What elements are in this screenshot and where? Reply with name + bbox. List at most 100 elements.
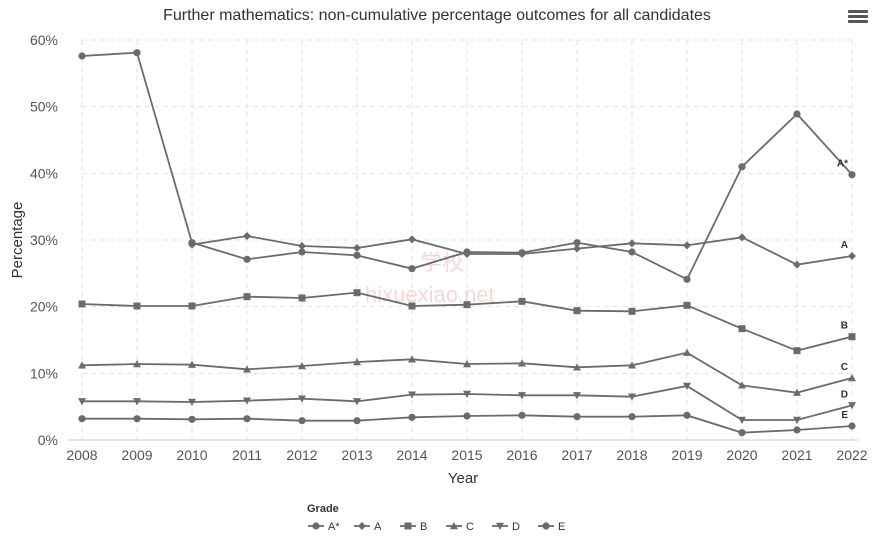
data-point-d bbox=[793, 416, 801, 424]
data-point-d bbox=[188, 398, 196, 406]
series-end-label-e: E bbox=[841, 410, 848, 421]
data-point-e bbox=[848, 422, 856, 430]
data-point-d bbox=[298, 395, 306, 403]
data-point-e bbox=[133, 415, 141, 423]
data-point-a bbox=[188, 240, 196, 249]
data-point-e bbox=[243, 415, 251, 423]
watermark-logo: 学校 bbox=[420, 250, 464, 275]
hamburger-menu-icon-bar bbox=[848, 15, 868, 18]
x-tick-label: 2013 bbox=[341, 447, 372, 463]
data-point-a-star bbox=[628, 248, 636, 256]
x-axis-label: Year bbox=[448, 470, 478, 487]
data-point-e bbox=[518, 411, 526, 419]
legend-item-d[interactable]: D bbox=[512, 521, 520, 533]
data-point-e bbox=[683, 411, 691, 419]
data-point-b bbox=[573, 307, 581, 315]
data-point-a-star bbox=[848, 171, 856, 179]
data-point-c bbox=[188, 360, 196, 368]
data-point-c bbox=[133, 360, 141, 368]
x-tick-label: 2017 bbox=[561, 447, 592, 463]
data-point-e bbox=[793, 426, 801, 434]
x-tick-label: 2008 bbox=[66, 447, 97, 463]
data-point-c bbox=[463, 360, 471, 368]
y-tick-label: 60% bbox=[30, 32, 58, 48]
y-tick-label: 30% bbox=[30, 232, 58, 248]
watermark: 学校 hixuexiao.net bbox=[365, 250, 495, 307]
data-point-d bbox=[463, 390, 471, 398]
data-point-e bbox=[408, 413, 416, 421]
data-point-b bbox=[188, 302, 196, 310]
chart-menu-button[interactable] bbox=[848, 8, 868, 28]
legend-title: Grade bbox=[307, 503, 339, 515]
data-point-e bbox=[573, 413, 581, 421]
data-point-e bbox=[738, 429, 746, 437]
data-point-a bbox=[298, 242, 306, 250]
data-point-a-star bbox=[793, 110, 801, 118]
data-point-e bbox=[78, 415, 86, 423]
legend-marker-e bbox=[542, 522, 550, 530]
y-tick-label: 50% bbox=[30, 99, 58, 115]
data-point-b bbox=[848, 333, 856, 341]
data-point-d bbox=[683, 382, 691, 390]
data-point-c bbox=[738, 381, 746, 389]
legend-item-a[interactable]: A bbox=[374, 521, 382, 533]
data-point-e bbox=[628, 413, 636, 421]
data-point-c bbox=[243, 365, 251, 373]
data-point-e bbox=[298, 417, 306, 425]
x-tick-label: 2015 bbox=[451, 447, 482, 463]
data-point-a-star bbox=[353, 251, 361, 259]
legend-item-a-star[interactable]: A* bbox=[328, 521, 340, 533]
axes: 0% 10% 20% 30% 40% 50% 60% 2008 2009 2010 2011 2012… bbox=[30, 32, 868, 463]
data-point-b bbox=[463, 301, 471, 309]
data-point-d bbox=[408, 391, 416, 399]
grid bbox=[81, 39, 853, 440]
legend-item-c[interactable]: C bbox=[466, 521, 474, 533]
x-tick-label: 2011 bbox=[232, 447, 262, 463]
x-tick-label: 2021 bbox=[781, 447, 812, 463]
series-end-label-a: A bbox=[841, 240, 848, 251]
data-point-b bbox=[738, 325, 746, 333]
x-tick-label: 2016 bbox=[506, 447, 537, 463]
data-point-b bbox=[408, 302, 416, 310]
x-tick-label: 2018 bbox=[616, 447, 647, 463]
data-point-d bbox=[133, 398, 141, 406]
data-point-a bbox=[243, 232, 251, 240]
legend-marker-a bbox=[358, 522, 366, 530]
data-point-e bbox=[463, 412, 471, 420]
data-point-d bbox=[78, 398, 86, 406]
data-point-d bbox=[738, 416, 746, 424]
data-point-b bbox=[78, 300, 86, 308]
data-point-c bbox=[408, 355, 416, 363]
x-tick-label: 2020 bbox=[726, 447, 757, 463]
series-end-label-d: D bbox=[841, 389, 848, 400]
data-point-b bbox=[298, 294, 306, 302]
data-point-c bbox=[683, 348, 691, 356]
data-point-a-star bbox=[683, 275, 691, 283]
data-point-c bbox=[353, 358, 361, 366]
y-tick-label: 40% bbox=[30, 165, 58, 181]
legend-item-e[interactable]: E bbox=[558, 521, 565, 533]
data-point-d bbox=[243, 397, 251, 405]
data-point-a-star bbox=[408, 265, 416, 273]
legend[interactable]: Grade A* A B C D E bbox=[307, 503, 565, 533]
legend-item-b[interactable]: B bbox=[420, 521, 427, 533]
data-point-c bbox=[573, 363, 581, 371]
data-point-a-star bbox=[133, 49, 141, 57]
x-tick-label: 2009 bbox=[121, 447, 152, 463]
data-point-d bbox=[353, 398, 361, 406]
y-tick-label: 20% bbox=[30, 299, 58, 315]
legend-marker-b bbox=[404, 522, 412, 530]
legend-marker-c bbox=[450, 522, 458, 530]
y-axis-label: Percentage bbox=[9, 202, 26, 279]
data-point-a-star bbox=[573, 239, 581, 247]
data-point-b bbox=[243, 293, 251, 301]
x-tick-label: 2022 bbox=[836, 447, 867, 463]
data-point-a bbox=[463, 250, 471, 258]
data-point-c bbox=[518, 359, 526, 367]
data-point-a bbox=[738, 233, 746, 242]
data-point-b bbox=[353, 289, 361, 297]
x-tick-label: 2019 bbox=[671, 447, 702, 463]
data-point-e bbox=[353, 417, 361, 425]
x-tick-label: 2014 bbox=[396, 447, 427, 463]
data-point-d bbox=[628, 393, 636, 401]
